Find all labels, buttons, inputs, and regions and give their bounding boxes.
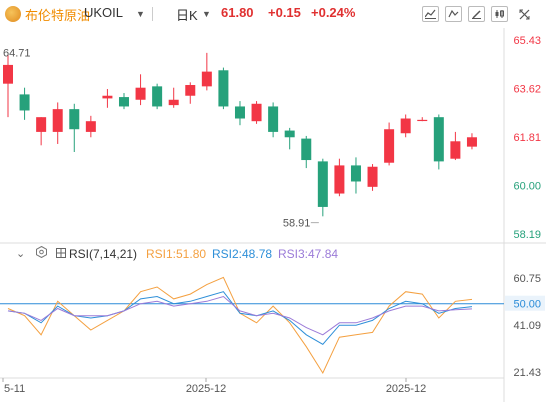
price-axis-tick: 61.81 bbox=[513, 132, 541, 144]
candle-body bbox=[251, 103, 262, 122]
collapse-icon[interactable]: ⌄ bbox=[16, 248, 26, 260]
rsi-axis-tick: 50.00 bbox=[513, 299, 541, 311]
candle-body bbox=[317, 161, 328, 207]
x-axis-tick-label: 5-11 bbox=[4, 383, 25, 395]
candle-body bbox=[36, 117, 47, 132]
high-annotation: 64.71 bbox=[3, 47, 31, 59]
candle-body bbox=[69, 109, 80, 130]
candle-body bbox=[301, 138, 312, 161]
rsi-title[interactable]: RSI(7,14,21) bbox=[69, 247, 138, 261]
price-axis-tick: 63.62 bbox=[513, 84, 541, 96]
divider bbox=[152, 7, 153, 21]
candle-body bbox=[334, 165, 345, 194]
rsi-line-rsi3 bbox=[7, 295, 473, 336]
price-axis-tick: 65.43 bbox=[513, 35, 541, 47]
candle-body bbox=[268, 106, 279, 132]
period-chevron-down-icon[interactable]: ▼ bbox=[202, 9, 211, 19]
candle-body bbox=[450, 141, 461, 159]
rsi2-value: RSI2:48.78 bbox=[212, 247, 273, 261]
rsi1-value: RSI1:51.80 bbox=[146, 247, 207, 261]
candle-body bbox=[102, 95, 113, 99]
instrument-name[interactable]: 布伦特原油 bbox=[25, 8, 91, 23]
rsi-line-rsi2 bbox=[7, 291, 473, 345]
line-chart-icon[interactable] bbox=[422, 6, 439, 22]
rsi-line-rsi1 bbox=[7, 276, 473, 375]
candle-body bbox=[417, 119, 428, 122]
candle-body bbox=[19, 94, 30, 111]
candle-body bbox=[466, 137, 477, 147]
candle-body bbox=[135, 87, 146, 100]
x-axis-tick-label: 2025-12 bbox=[386, 383, 426, 395]
price-change-pct: +0.24% bbox=[311, 5, 356, 20]
candle-body bbox=[384, 129, 395, 163]
indicator-icon[interactable] bbox=[445, 6, 462, 22]
candle-body bbox=[433, 117, 444, 162]
candle-body bbox=[350, 165, 361, 182]
brent-logo-icon bbox=[5, 6, 21, 22]
price-axis-tick: 60.00 bbox=[513, 181, 541, 193]
fullscreen-icon[interactable] bbox=[516, 6, 533, 22]
candle-body bbox=[85, 121, 96, 132]
candle-body bbox=[284, 130, 295, 138]
settings-icon[interactable] bbox=[36, 245, 47, 261]
indicator-grid-icon[interactable] bbox=[56, 247, 66, 261]
candle-body bbox=[52, 109, 63, 132]
candle-body bbox=[234, 106, 245, 119]
header-bar: 布伦特原油 UKOIL ▼ 日K ▼ 61.80 +0.15 +0.24% bbox=[0, 0, 546, 28]
rsi-axis-tick: 41.09 bbox=[513, 320, 541, 332]
period-selector[interactable]: 日K bbox=[176, 8, 198, 23]
candle-body bbox=[367, 166, 378, 187]
candle-body bbox=[185, 85, 196, 96]
candle-body bbox=[218, 70, 229, 107]
bars-icon[interactable] bbox=[491, 6, 508, 22]
rsi-legend: ⌄ RSI(7,14,21) RSI1:51.80 RSI2:48.78 RSI… bbox=[0, 245, 400, 264]
x-axis-tick-label: 2025-12 bbox=[186, 383, 226, 395]
candle-body bbox=[118, 97, 129, 107]
instrument-code[interactable]: UKOIL bbox=[84, 5, 124, 20]
low-annotation: 58.91 bbox=[283, 218, 311, 230]
price-axis-tick: 58.19 bbox=[513, 229, 541, 241]
candle-body bbox=[201, 71, 212, 87]
candle-body bbox=[3, 64, 13, 84]
drawing-icon[interactable] bbox=[468, 6, 485, 22]
chevron-down-icon[interactable]: ▼ bbox=[136, 9, 145, 19]
candle-body bbox=[168, 99, 179, 106]
last-price: 61.80 bbox=[221, 5, 254, 20]
rsi-ref-tick-bg bbox=[505, 295, 545, 311]
price-change: +0.15 bbox=[268, 5, 301, 20]
rsi-axis-tick: 21.43 bbox=[513, 367, 541, 379]
candle-body bbox=[400, 118, 411, 134]
rsi3-value: RSI3:47.84 bbox=[278, 247, 339, 261]
candle-body bbox=[152, 86, 163, 107]
rsi-axis-tick: 60.75 bbox=[513, 273, 541, 285]
